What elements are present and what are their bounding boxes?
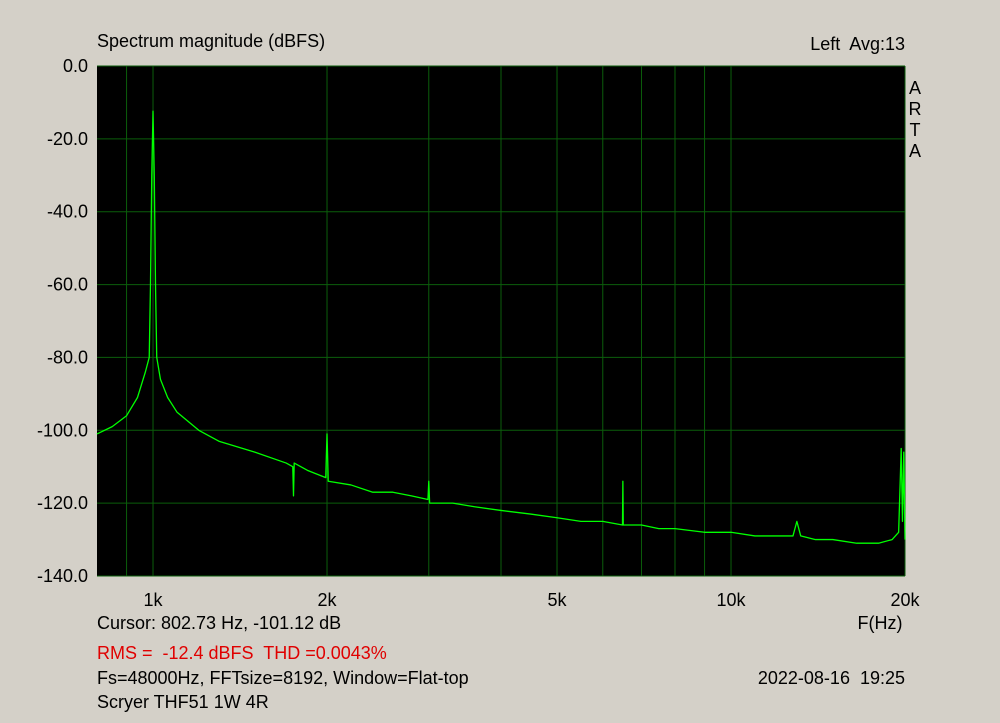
watermark: ARTA	[905, 78, 925, 162]
timestamp: 2022-08-16 19:25	[758, 668, 905, 688]
settings: Fs=48000Hz, FFTsize=8192, Window=Flat-to…	[97, 668, 469, 688]
channel-info: Left Avg:13	[810, 34, 905, 54]
y-tick-label: -120.0	[37, 493, 88, 513]
y-tick-label: -40.0	[47, 202, 88, 222]
spectrum-line	[96, 110, 906, 544]
chart-title: Spectrum magnitude (dBFS)	[97, 31, 325, 51]
y-tick-label: -20.0	[47, 129, 88, 149]
measurement: RMS = -12.4 dBFS THD =0.0043%	[97, 643, 387, 663]
cursor-readout: Cursor: 802.73 Hz, -101.12 dB	[97, 613, 341, 633]
y-tick-label: -80.0	[47, 347, 88, 367]
x-tick-label: 20k	[890, 590, 920, 610]
device: Scryer THF51 1W 4R	[97, 692, 269, 712]
y-tick-label: -100.0	[37, 420, 88, 440]
x-tick-label: 2k	[317, 590, 337, 610]
x-tick-label: 10k	[716, 590, 746, 610]
x-tick-label: 1k	[144, 590, 164, 610]
x-tick-label: 5k	[548, 590, 568, 610]
y-tick-label: -140.0	[37, 566, 88, 586]
y-tick-label: -60.0	[47, 275, 88, 295]
x-axis-label: F(Hz)	[858, 613, 903, 633]
y-tick-label: 0.0	[63, 56, 88, 76]
